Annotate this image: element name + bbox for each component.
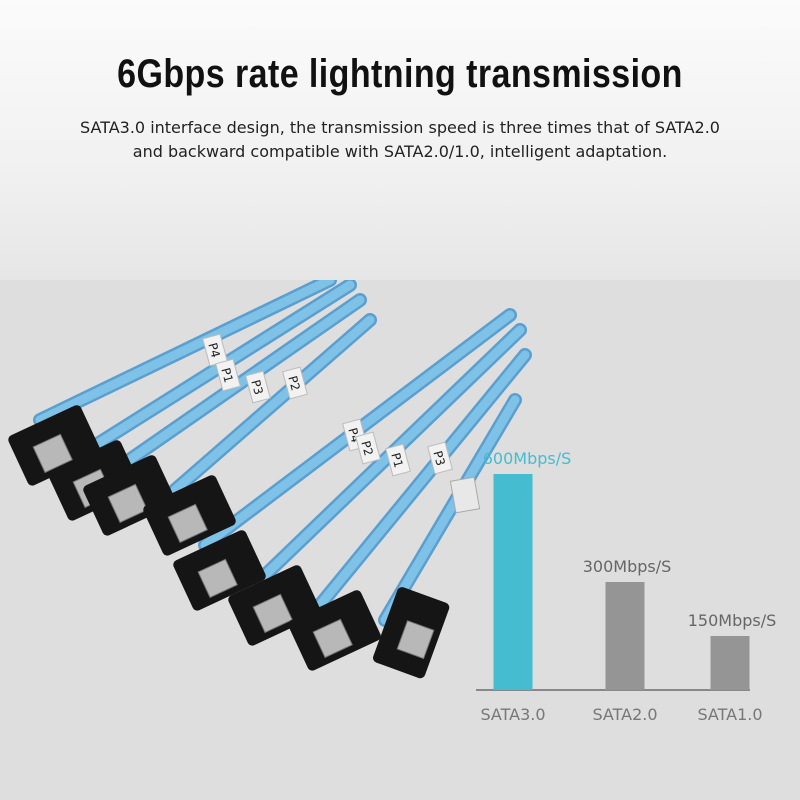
label-text: P2: [358, 439, 375, 457]
cable-label: P3: [245, 370, 271, 404]
label-tag: [355, 431, 381, 465]
label-text: P1: [218, 366, 235, 384]
label-tag: [282, 366, 308, 400]
label-tag: [385, 443, 411, 477]
sata-connector: [8, 405, 101, 486]
cable-highlight: [380, 395, 520, 625]
latch-clip: [396, 620, 435, 660]
cable-label: P4: [202, 333, 228, 367]
data-label: 300Mbps/S: [583, 557, 672, 576]
cable-label: P1: [385, 443, 411, 477]
label-tag: [245, 370, 271, 404]
sata-connector: [373, 587, 450, 679]
latch-clip: [167, 503, 208, 544]
latch-clip: [197, 558, 238, 599]
category-label: SATA2.0: [592, 705, 657, 724]
data-label: 600Mbps/S: [483, 449, 572, 468]
header-background: [0, 0, 800, 280]
sata-connector: [173, 530, 266, 611]
sata-connector: [143, 475, 236, 556]
label-text: P4: [205, 341, 222, 359]
sata-connector: [288, 590, 381, 671]
cable-highlight: [170, 315, 375, 495]
headline: 6Gbps rate lightning transmission: [117, 52, 683, 96]
label-tag: [449, 476, 481, 514]
bar-sata30: [493, 474, 533, 690]
cable-highlight: [35, 280, 335, 425]
cable-label: P3: [427, 441, 453, 475]
cable-label: [449, 476, 481, 514]
label-tag: [427, 441, 453, 475]
bar-sata10: [710, 636, 750, 690]
label-text: P2: [285, 374, 302, 392]
cable-label: P2: [282, 366, 308, 400]
data-label: 150Mbps/S: [688, 611, 777, 630]
category-label: SATA1.0: [697, 705, 762, 724]
label-text: P3: [248, 378, 265, 396]
subtitle-line-1: SATA3.0 interface design, the transmissi…: [80, 118, 720, 137]
latch-clip: [107, 483, 148, 524]
label-text: P3: [430, 449, 447, 467]
sata-connector: [228, 565, 321, 646]
label-text: P1: [388, 451, 405, 469]
label-tag: [215, 358, 241, 392]
cable-highlight: [315, 350, 530, 610]
latch-clip: [312, 618, 353, 659]
cable-label: P1: [215, 358, 241, 392]
sata-connector: [83, 455, 176, 536]
cable-highlight: [75, 280, 355, 460]
cable-label: P2: [355, 431, 381, 465]
category-label: SATA3.0: [480, 705, 545, 724]
latch-clip: [252, 593, 293, 634]
latch-clip: [32, 433, 73, 474]
subtitle-line-2: and backward compatible with SATA2.0/1.0…: [132, 142, 668, 161]
bar-sata20: [605, 582, 645, 690]
